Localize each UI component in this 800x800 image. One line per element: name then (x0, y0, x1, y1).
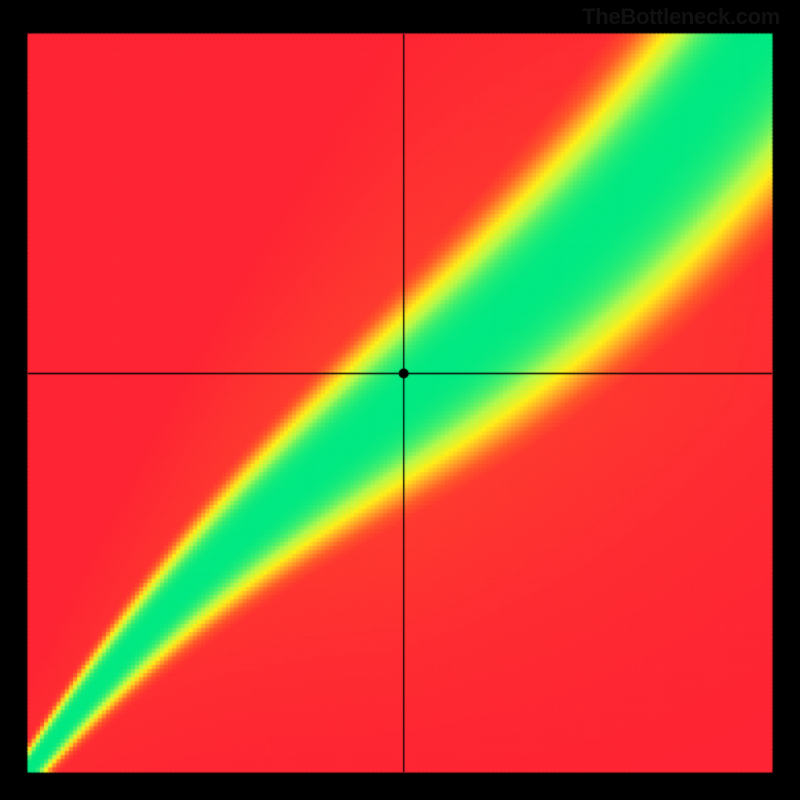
bottleneck-heatmap (0, 0, 800, 800)
attribution-label: TheBottleneck.com (582, 4, 780, 30)
chart-container: TheBottleneck.com (0, 0, 800, 800)
